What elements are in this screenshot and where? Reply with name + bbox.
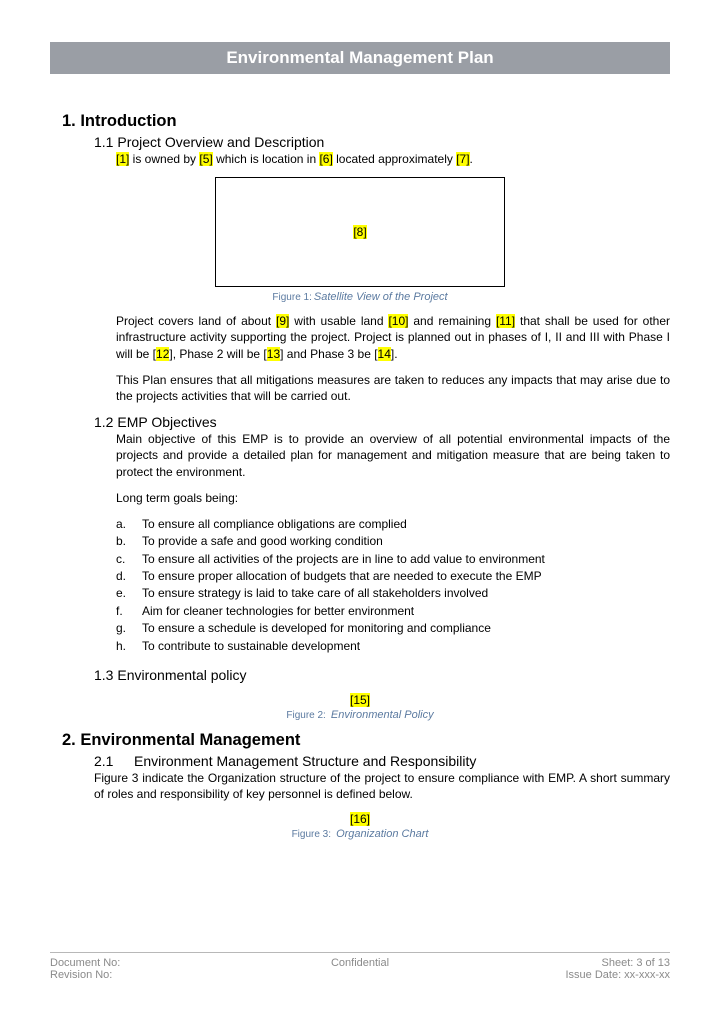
placeholder-15-row: [15] <box>50 693 670 707</box>
text: ] and Phase 3 be [ <box>280 347 377 361</box>
subsection-1-1: 1.1 Project Overview and Description [1]… <box>94 134 670 167</box>
placeholder-7: [7] <box>456 152 469 166</box>
section-2-heading: 2. Environmental Management <box>62 731 670 750</box>
footer-row-1: Document No: Confidential Sheet: 3 of 13 <box>50 957 670 969</box>
s21-title: Environment Management Structure and Res… <box>134 753 476 769</box>
figure-2-label: Figure 2: <box>286 710 325 721</box>
placeholder-9: [9] <box>276 314 289 328</box>
goal-f: f. Aim for cleaner technologies for bette… <box>116 603 670 620</box>
text: located approximately <box>333 152 456 166</box>
text: ], Phase 2 will be [ <box>169 347 266 361</box>
goal-text: To ensure all activities of the projects… <box>142 552 545 566</box>
placeholder-16: [16] <box>350 812 370 826</box>
marker: g. <box>116 620 126 637</box>
goal-text: To provide a safe and good working condi… <box>142 534 383 548</box>
placeholder-13: 13 <box>267 347 280 361</box>
s21-num: 2.1 <box>94 753 134 769</box>
goals-list: a. To ensure all compliance obligations a… <box>116 516 670 655</box>
goal-e: e. To ensure strategy is laid to take car… <box>116 585 670 602</box>
goal-a: a. To ensure all compliance obligations a… <box>116 516 670 533</box>
subsection-1-3-heading: 1.3 Environmental policy <box>94 667 670 683</box>
marker: d. <box>116 568 126 585</box>
placeholder-11: [11] <box>496 314 515 328</box>
goal-text: To ensure strategy is laid to take care … <box>142 586 488 600</box>
text: with usable land <box>289 314 388 328</box>
figure-1-box: [8] <box>215 177 505 287</box>
placeholder-10: [10] <box>388 314 408 328</box>
confidential-label: Confidential <box>257 957 464 969</box>
figure-1-label: Figure 1: <box>272 292 311 303</box>
text: and remaining <box>408 314 495 328</box>
figure-1-caption: Figure 1:Satellite View of the Project <box>50 291 670 303</box>
s12-p2: Long term goals being: <box>116 490 670 506</box>
marker: b. <box>116 533 126 550</box>
placeholder-1: [1] <box>116 152 129 166</box>
figure-3-caption: Figure 3: Organization Chart <box>50 828 670 840</box>
subsection-2-1: Figure 3 indicate the Organization struc… <box>94 770 670 802</box>
figure-1-text: Satellite View of the Project <box>314 291 448 303</box>
figure-3-text: Organization Chart <box>333 828 428 840</box>
text: which is location in <box>213 152 320 166</box>
subsection-1-3: 1.3 Environmental policy <box>94 667 670 683</box>
subsection-1-1-heading: 1.1 Project Overview and Description <box>94 134 670 150</box>
document-title-bar: Environmental Management Plan <box>50 42 670 74</box>
placeholder-5: [5] <box>199 152 212 166</box>
subsection-1-2-heading: 1.2 EMP Objectives <box>94 414 670 430</box>
placeholder-8: [8] <box>353 225 366 239</box>
s11-p2: Project covers land of about [9] with us… <box>116 313 670 362</box>
goal-text: To ensure all compliance obligations are… <box>142 517 407 531</box>
subsection-1-2: 1.2 EMP Objectives Main objective of thi… <box>94 414 670 655</box>
goal-text: Aim for cleaner technologies for better … <box>142 604 414 618</box>
section-1-heading: 1. Introduction <box>62 112 670 131</box>
footer-spacer <box>257 969 464 981</box>
footer-divider <box>50 952 670 953</box>
placeholder-12: 12 <box>156 347 169 361</box>
footer-row-2: Revision No: Issue Date: xx-xxx-xx <box>50 969 670 981</box>
s12-p1: Main objective of this EMP is to provide… <box>116 431 670 480</box>
goal-h: h. To contribute to sustainable developme… <box>116 638 670 655</box>
goal-text: To contribute to sustainable development <box>142 639 360 653</box>
s21-p1: Figure 3 indicate the Organization struc… <box>94 770 670 802</box>
page-footer: Document No: Confidential Sheet: 3 of 13… <box>50 952 670 981</box>
goal-d: d. To ensure proper allocation of budgets… <box>116 568 670 585</box>
revision-no: Revision No: <box>50 969 257 981</box>
figure-2-text: Environmental Policy <box>328 709 434 721</box>
marker: f. <box>116 603 123 620</box>
placeholder-6: [6] <box>319 152 332 166</box>
placeholder-15: [15] <box>350 693 370 707</box>
goal-text: To ensure proper allocation of budgets t… <box>142 569 542 583</box>
marker: e. <box>116 585 126 602</box>
text: . <box>470 152 473 166</box>
document-no: Document No: <box>50 957 257 969</box>
placeholder-16-row: [16] <box>50 812 670 826</box>
figure-2-caption: Figure 2: Environmental Policy <box>50 709 670 721</box>
s11-paragraphs: Project covers land of about [9] with us… <box>94 313 670 404</box>
issue-date: Issue Date: xx-xxx-xx <box>463 969 670 981</box>
text: Project covers land of about <box>116 314 276 328</box>
marker: a. <box>116 516 126 533</box>
text: is owned by <box>129 152 199 166</box>
placeholder-14: 14 <box>378 347 391 361</box>
s11-line1: [1] is owned by [5] which is location in… <box>116 151 670 167</box>
goal-b: b. To provide a safe and good working con… <box>116 533 670 550</box>
s11-p3: This Plan ensures that all mitigations m… <box>116 372 670 404</box>
sheet-number: Sheet: 3 of 13 <box>463 957 670 969</box>
goal-c: c. To ensure all activities of the projec… <box>116 551 670 568</box>
subsection-2-1-heading: 2.1 Environment Management Structure and… <box>94 753 670 769</box>
goal-g: g. To ensure a schedule is developed for … <box>116 620 670 637</box>
marker: h. <box>116 638 126 655</box>
marker: c. <box>116 551 125 568</box>
goal-text: To ensure a schedule is developed for mo… <box>142 621 491 635</box>
figure-3-label: Figure 3: <box>292 829 331 840</box>
text: ]. <box>391 347 398 361</box>
